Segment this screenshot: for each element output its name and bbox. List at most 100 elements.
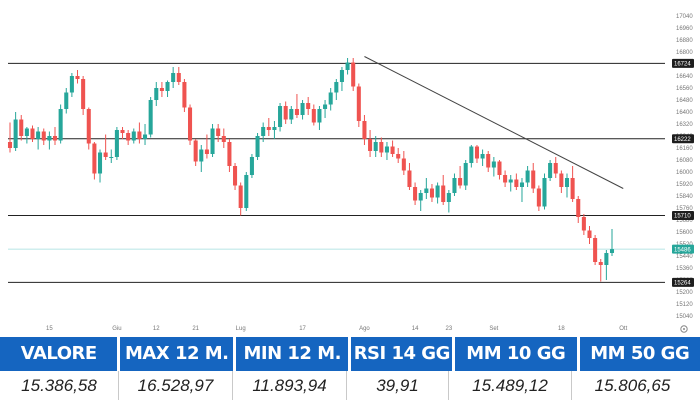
x-tick-label: 23	[445, 326, 452, 332]
candle	[441, 185, 446, 202]
candle	[570, 178, 575, 199]
y-tick-label: 15360	[676, 266, 693, 272]
y-tick-label: 16960	[676, 26, 693, 32]
candle	[413, 187, 418, 201]
stats-table: VALORE MAX 12 M. MIN 12 M. RSI 14 GG MM …	[0, 337, 700, 400]
gear-icon[interactable]	[680, 325, 688, 333]
y-tick-label: 15680	[676, 218, 693, 224]
candle	[396, 154, 401, 159]
candle	[491, 161, 496, 168]
trendline	[364, 56, 624, 189]
candle	[548, 163, 553, 178]
candle	[238, 185, 243, 208]
candle	[7, 142, 13, 148]
candle	[24, 128, 29, 136]
candle	[272, 127, 277, 130]
candle	[114, 130, 119, 157]
candle	[30, 128, 35, 139]
candle	[581, 217, 586, 231]
chart-svg[interactable]: 1504015120152001528015360154401552015600…	[0, 0, 700, 335]
x-tick-label: 21	[192, 326, 199, 332]
stats-header-row: VALORE MAX 12 M. MIN 12 M. RSI 14 GG MM …	[0, 337, 700, 371]
candle	[373, 142, 378, 151]
candle	[525, 170, 530, 183]
candle	[92, 143, 97, 174]
candle	[109, 157, 114, 158]
candle	[604, 253, 609, 265]
candle	[407, 170, 412, 187]
x-tick-label: 14	[412, 326, 419, 332]
stats-value-mm-10gg: 15.489,12	[449, 371, 572, 400]
level-price-tag	[672, 211, 694, 220]
candle	[75, 76, 80, 79]
gear-icon-center	[683, 328, 685, 330]
candle	[19, 119, 24, 136]
candle	[69, 76, 74, 93]
stats-value-min-12m: 11.893,94	[233, 371, 347, 400]
candle	[384, 146, 389, 153]
candle	[435, 185, 440, 198]
candle	[446, 193, 451, 202]
candle	[424, 188, 429, 193]
stats-values-row: 15.386,58 16.528,97 11.893,94 39,91 15.4…	[0, 371, 700, 400]
candle	[148, 100, 153, 135]
candle	[503, 175, 508, 183]
price-chart[interactable]: 1504015120152001528015360154401552015600…	[0, 0, 700, 335]
candle	[345, 62, 350, 70]
y-tick-label: 15840	[676, 194, 693, 200]
candle	[379, 142, 384, 153]
stats-header-mm-10gg: MM 10 GG	[455, 337, 577, 371]
candle	[474, 146, 479, 159]
candle	[261, 127, 266, 136]
current-price-label: 15486	[674, 247, 691, 253]
y-tick-label: 15120	[676, 302, 693, 308]
x-tick-label: 12	[153, 326, 160, 332]
x-tick-label: 18	[558, 326, 565, 332]
candle	[390, 146, 395, 154]
y-tick-label: 16480	[676, 98, 693, 104]
candle	[429, 188, 434, 198]
candle	[244, 175, 249, 208]
y-tick-label: 16800	[676, 50, 693, 56]
current-price-tag	[672, 244, 694, 254]
candle	[486, 154, 491, 168]
y-tick-label: 16160	[676, 146, 693, 152]
candle	[120, 130, 125, 133]
candle	[289, 109, 294, 120]
candle	[598, 262, 603, 265]
candle	[587, 230, 592, 238]
candle	[182, 82, 187, 108]
level-price-label: 15710	[674, 214, 691, 220]
candle	[368, 139, 373, 151]
candle	[323, 104, 328, 109]
x-tick-label: Lug	[236, 326, 246, 332]
y-tick-label: 15200	[676, 290, 693, 296]
y-tick-label: 15600	[676, 230, 693, 236]
x-tick-label: 17	[299, 326, 306, 332]
candle	[171, 73, 176, 82]
level-price-tag	[672, 58, 694, 68]
level-price-label: 16724	[674, 62, 691, 68]
stats-header-max-12m: MAX 12 M.	[120, 337, 233, 371]
candle	[480, 154, 485, 159]
y-tick-label: 15440	[676, 254, 693, 260]
y-tick-label: 17040	[676, 14, 693, 20]
candle	[249, 157, 254, 175]
candle	[41, 131, 46, 141]
stats-header-min-12m: MIN 12 M.	[235, 337, 349, 371]
x-tick-label: Ago	[359, 326, 370, 332]
x-tick-label: 15	[46, 326, 53, 332]
candle	[216, 128, 221, 136]
candle	[159, 88, 164, 91]
y-tick-label: 16000	[676, 170, 693, 176]
candle	[283, 106, 288, 120]
candle	[64, 92, 69, 109]
candle	[401, 158, 406, 171]
y-tick-label: 16640	[676, 74, 693, 80]
y-tick-label: 16080	[676, 158, 693, 164]
y-tick-label: 16400	[676, 110, 693, 116]
candle	[362, 121, 367, 139]
stats-value-max-12m: 16.528,97	[119, 371, 233, 400]
candle	[593, 238, 598, 262]
candle	[255, 136, 260, 157]
